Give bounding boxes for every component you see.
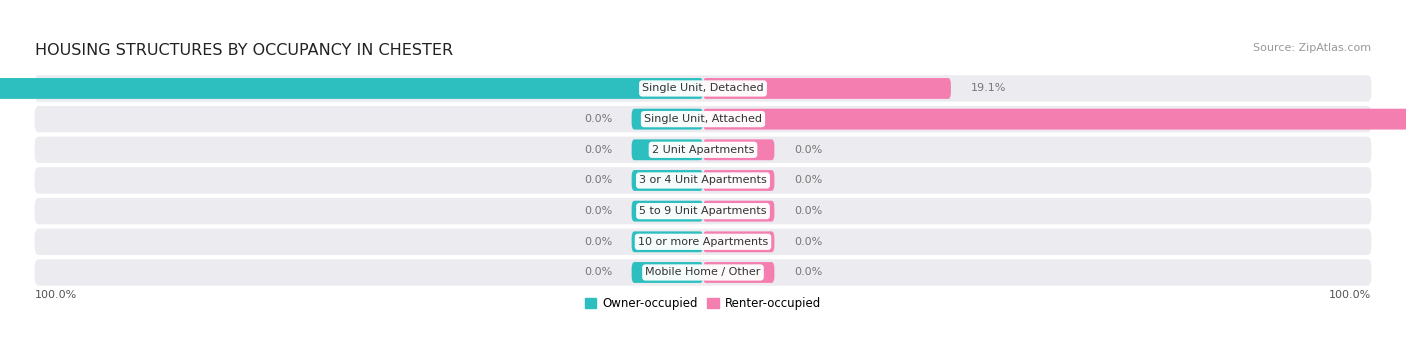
Text: 0.0%: 0.0%	[583, 237, 612, 247]
FancyBboxPatch shape	[631, 232, 703, 252]
FancyBboxPatch shape	[631, 201, 703, 222]
Text: 0.0%: 0.0%	[583, 114, 612, 124]
FancyBboxPatch shape	[703, 201, 775, 222]
FancyBboxPatch shape	[35, 137, 1371, 163]
Text: 0.0%: 0.0%	[794, 267, 823, 278]
Text: HOUSING STRUCTURES BY OCCUPANCY IN CHESTER: HOUSING STRUCTURES BY OCCUPANCY IN CHEST…	[35, 43, 453, 58]
FancyBboxPatch shape	[35, 259, 1371, 286]
FancyBboxPatch shape	[703, 78, 950, 99]
Text: 0.0%: 0.0%	[794, 145, 823, 155]
Text: 3 or 4 Unit Apartments: 3 or 4 Unit Apartments	[640, 176, 766, 186]
Text: 5 to 9 Unit Apartments: 5 to 9 Unit Apartments	[640, 206, 766, 216]
FancyBboxPatch shape	[703, 232, 775, 252]
FancyBboxPatch shape	[35, 167, 1371, 194]
Text: 100.0%: 100.0%	[35, 290, 77, 299]
FancyBboxPatch shape	[631, 170, 703, 191]
Text: 2 Unit Apartments: 2 Unit Apartments	[652, 145, 754, 155]
Text: 19.1%: 19.1%	[970, 84, 1005, 93]
Text: 0.0%: 0.0%	[794, 237, 823, 247]
FancyBboxPatch shape	[631, 139, 703, 160]
FancyBboxPatch shape	[35, 228, 1371, 255]
FancyBboxPatch shape	[35, 75, 1371, 102]
Text: 0.0%: 0.0%	[794, 206, 823, 216]
FancyBboxPatch shape	[35, 198, 1371, 224]
Text: 100.0%: 100.0%	[1329, 290, 1371, 299]
Text: 0.0%: 0.0%	[794, 176, 823, 186]
Text: 0.0%: 0.0%	[583, 145, 612, 155]
Text: Mobile Home / Other: Mobile Home / Other	[645, 267, 761, 278]
FancyBboxPatch shape	[631, 262, 703, 283]
Text: 10 or more Apartments: 10 or more Apartments	[638, 237, 768, 247]
FancyBboxPatch shape	[35, 106, 1371, 132]
Text: 0.0%: 0.0%	[583, 267, 612, 278]
Text: Single Unit, Attached: Single Unit, Attached	[644, 114, 762, 124]
Text: Single Unit, Detached: Single Unit, Detached	[643, 84, 763, 93]
Text: Source: ZipAtlas.com: Source: ZipAtlas.com	[1253, 43, 1371, 53]
FancyBboxPatch shape	[703, 109, 1406, 130]
Text: 0.0%: 0.0%	[583, 206, 612, 216]
FancyBboxPatch shape	[631, 109, 703, 130]
FancyBboxPatch shape	[703, 170, 775, 191]
Legend: Owner-occupied, Renter-occupied: Owner-occupied, Renter-occupied	[579, 293, 827, 315]
Text: 0.0%: 0.0%	[583, 176, 612, 186]
FancyBboxPatch shape	[0, 78, 703, 99]
FancyBboxPatch shape	[703, 139, 775, 160]
FancyBboxPatch shape	[703, 262, 775, 283]
